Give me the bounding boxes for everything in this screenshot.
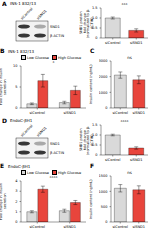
svg-text:2000: 2000 bbox=[99, 75, 108, 79]
svg-text:siSND1: siSND1 bbox=[130, 158, 142, 162]
svg-text:β-ACTIN: β-ACTIN bbox=[50, 151, 64, 155]
svg-text:1.0: 1.0 bbox=[92, 16, 98, 20]
svg-text:siControl: siControl bbox=[105, 158, 120, 162]
svg-text:3000: 3000 bbox=[99, 59, 108, 63]
svg-text:0: 0 bbox=[15, 106, 17, 110]
svg-text:0.5: 0.5 bbox=[92, 143, 98, 147]
svg-text:3: 3 bbox=[15, 189, 17, 193]
svg-text:0.5: 0.5 bbox=[92, 26, 98, 30]
svg-text:EndoC-βH1: EndoC-βH1 bbox=[10, 118, 33, 123]
svg-text:1500: 1500 bbox=[99, 174, 108, 178]
svg-text:0: 0 bbox=[95, 153, 97, 157]
svg-text:siControl: siControl bbox=[105, 41, 120, 45]
svg-text:siControl: siControl bbox=[30, 111, 45, 115]
svg-text:INS-1 832/13: INS-1 832/13 bbox=[10, 1, 36, 6]
svg-text:siControl: siControl bbox=[30, 225, 45, 229]
svg-text:siSND1: siSND1 bbox=[63, 111, 76, 115]
svg-text:siSND1: siSND1 bbox=[132, 225, 142, 229]
svg-text:siSND1: siSND1 bbox=[132, 111, 142, 115]
svg-text:siControl: siControl bbox=[20, 7, 34, 21]
svg-text:SND1: SND1 bbox=[50, 142, 60, 146]
svg-text:2: 2 bbox=[15, 200, 17, 204]
svg-text:siSND1: siSND1 bbox=[130, 41, 142, 45]
svg-text:siControl: siControl bbox=[20, 124, 34, 138]
svg-text:siSND1: siSND1 bbox=[36, 9, 48, 21]
svg-text:SND1: SND1 bbox=[50, 25, 60, 29]
svg-text:4: 4 bbox=[15, 179, 18, 183]
svg-text:siSND1: siSND1 bbox=[36, 126, 48, 138]
svg-text:1.5: 1.5 bbox=[92, 123, 98, 127]
svg-text:500: 500 bbox=[101, 205, 108, 209]
svg-text:siControl: siControl bbox=[113, 111, 128, 115]
svg-text:1: 1 bbox=[15, 210, 17, 214]
svg-text:0: 0 bbox=[105, 106, 107, 110]
svg-text:0: 0 bbox=[95, 36, 97, 40]
svg-text:β-ACTIN: β-ACTIN bbox=[50, 34, 64, 38]
svg-text:10: 10 bbox=[13, 64, 17, 68]
svg-text:5: 5 bbox=[15, 85, 17, 89]
svg-text:1.0: 1.0 bbox=[92, 133, 98, 137]
svg-text:1000: 1000 bbox=[99, 190, 108, 194]
svg-text:siSND1: siSND1 bbox=[63, 225, 76, 229]
svg-text:0: 0 bbox=[15, 220, 17, 224]
svg-text:0: 0 bbox=[105, 220, 107, 224]
svg-text:1.5: 1.5 bbox=[92, 6, 98, 10]
svg-text:siControl: siControl bbox=[113, 225, 128, 229]
svg-text:1000: 1000 bbox=[99, 91, 108, 95]
